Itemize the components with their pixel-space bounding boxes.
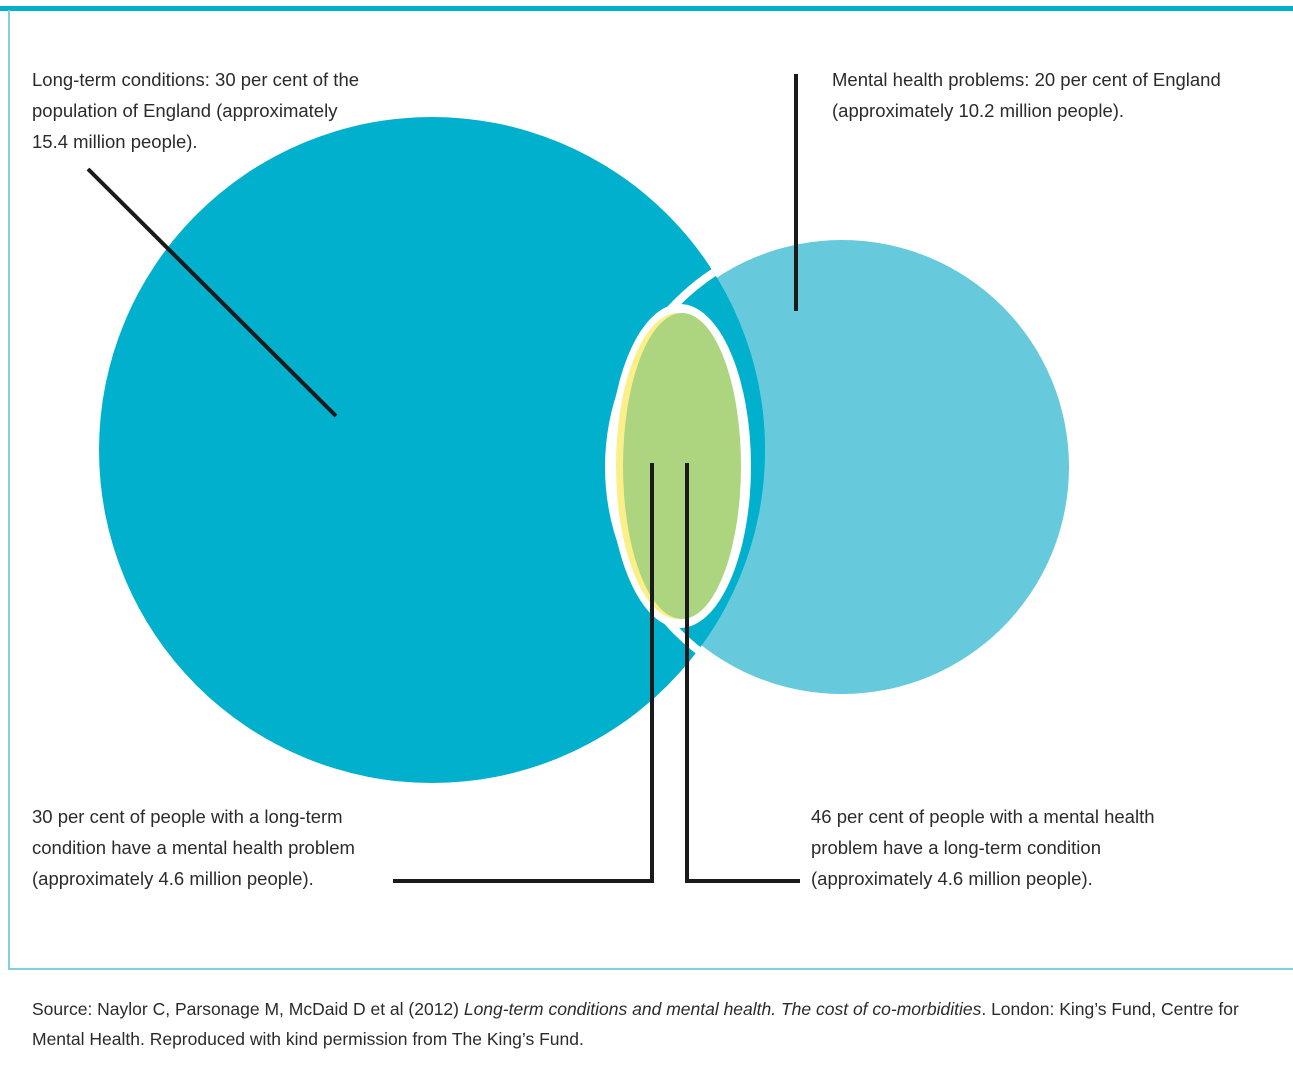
bottom-frame-rule	[8, 968, 1293, 970]
source-prefix: Source: Naylor C, Parsonage M, McDaid D …	[32, 999, 464, 1019]
label-ltc-with-mental-health: 30 per cent of people with a long-term c…	[32, 806, 355, 889]
leader-line-ltc-with-mh	[393, 463, 654, 883]
overlap-green-region	[623, 313, 741, 619]
left-frame-rule	[8, 10, 10, 970]
label-mental-health-problems: Mental health problems: 20 per cent of E…	[832, 69, 1221, 121]
source-suffix: . London: King’s Fund, Centre for Mental…	[32, 999, 1239, 1049]
leader-lines	[86, 74, 800, 883]
label-mental-health-with-ltc: 46 per cent of people with a mental heal…	[811, 806, 1155, 889]
top-rule	[0, 6, 1293, 11]
label-long-term-conditions: Long-term conditions: 30 per cent of the…	[32, 69, 360, 152]
leader-line-long-term	[86, 167, 338, 418]
source-title: Long-term conditions and mental health. …	[463, 999, 982, 1019]
long-term-conditions-circle	[99, 117, 765, 783]
venn-diagram	[86, 74, 1069, 883]
leader-line-mh-with-ltc	[685, 463, 800, 883]
source-citation: Source: Naylor C, Parsonage M, McDaid D …	[32, 994, 1272, 1054]
